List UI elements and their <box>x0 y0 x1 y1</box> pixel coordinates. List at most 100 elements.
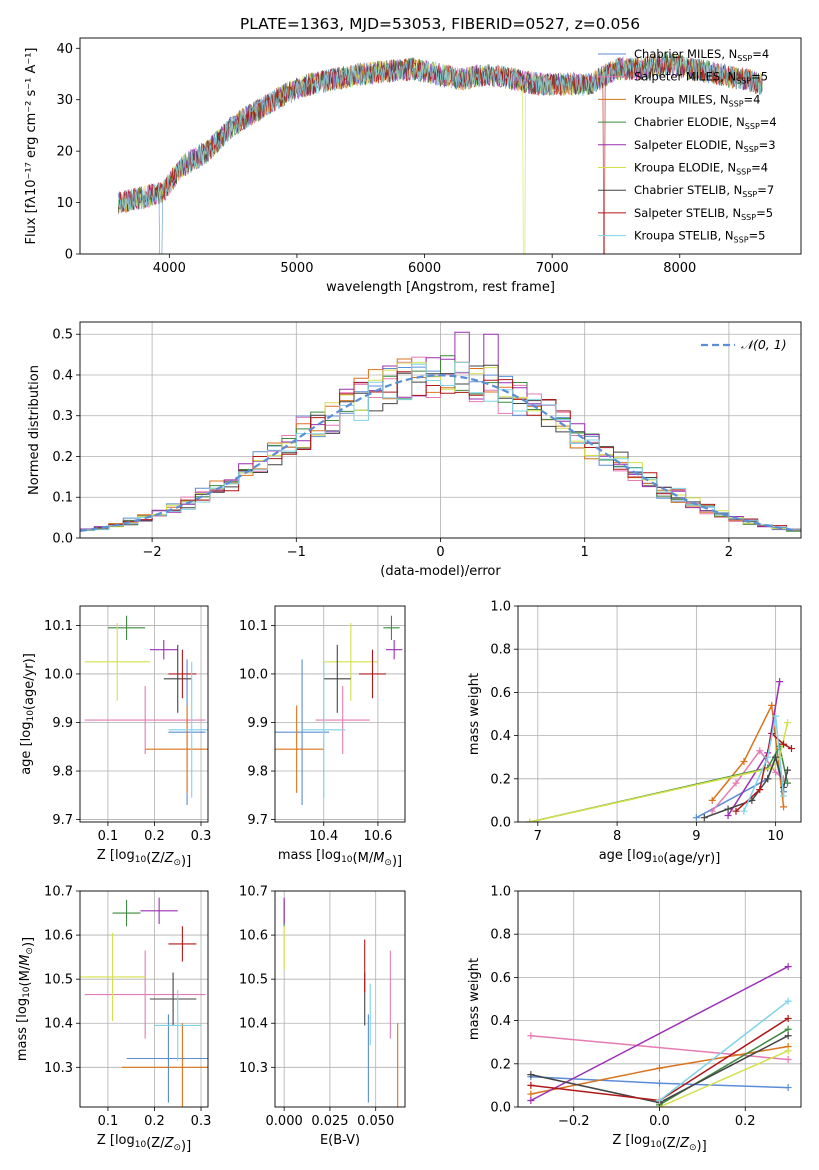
errorbar-salpeter-miles <box>84 686 206 755</box>
x-tick-label: 10.6 <box>363 829 392 844</box>
series-kroupa-miles <box>711 702 785 807</box>
y-tick-label: 10.5 <box>44 973 73 988</box>
y-tick-label: 9.8 <box>52 765 73 780</box>
axes-frame <box>79 321 802 539</box>
panel-mass-vs-extinction: 0.000 0.025 0.050 10.3 10.4 10.5 10.6 10.7 E(B-V… <box>239 885 406 1148</box>
plot-area <box>518 606 801 822</box>
y-tick-label: 1.0 <box>490 885 511 900</box>
x-tick-label: 7 <box>534 829 542 844</box>
x-tick-label: 0.050 <box>357 1114 394 1129</box>
y-tick-label: 0.4 <box>490 729 511 744</box>
y-axis-label: mass weight <box>467 958 482 1040</box>
marker <box>784 766 792 774</box>
plot-area <box>80 891 208 1107</box>
axes-frame <box>79 37 802 255</box>
x-tick-label: 0.0 <box>649 1114 670 1129</box>
marker <box>740 807 748 815</box>
axes-frame <box>274 605 406 823</box>
marker <box>772 712 780 720</box>
x-tick-label: 0.1 <box>98 829 119 844</box>
y-tick-label: 0.4 <box>490 1014 511 1029</box>
marker <box>784 963 792 971</box>
plot-area <box>80 606 208 822</box>
legend-entry: Salpeter ELODIE, NSSP=3 <box>634 138 776 154</box>
x-tick-label: −0.2 <box>558 1114 590 1129</box>
panel-mass-weight-vs-age: 7 8 9 10 0.0 0.2 0.4 0.6 0.8 1.0 age [log10(age/yr… <box>467 600 802 866</box>
marker <box>784 1025 792 1033</box>
x-tick-label: 9 <box>692 829 700 844</box>
series-salpeter-elodie <box>530 965 789 1102</box>
series-kroupa-elodie <box>529 722 789 822</box>
series-salpeter-miles <box>530 1034 789 1061</box>
errorbar-chabrier-stelib <box>163 644 192 713</box>
errorbar-kroupa-stelib <box>302 661 346 798</box>
marker <box>784 1084 792 1092</box>
x-tick-label: 0.2 <box>144 1114 165 1129</box>
x-tick-label: −1 <box>287 545 306 560</box>
y-tick-label: 0.0 <box>52 532 73 547</box>
marker <box>764 753 772 761</box>
x-axis-label: mass [log10(M/M⊙)] <box>278 848 402 869</box>
y-tick-label: 9.9 <box>247 716 268 731</box>
marker <box>776 678 784 686</box>
y-tick-label: 0.2 <box>490 772 511 787</box>
marker <box>656 1079 663 1087</box>
marker <box>784 1047 792 1055</box>
x-axis-label: Z [log10(Z/Z⊙)] <box>97 848 191 869</box>
marker <box>656 1097 663 1105</box>
x-tick-label: 0.000 <box>266 1114 303 1129</box>
axes-frame <box>79 890 209 1108</box>
legend-entry: Salpeter MILES, NSSP=5 <box>634 70 768 86</box>
legend-entry: Kroupa STELIB, NSSP=5 <box>634 229 765 245</box>
y-tick-label: 0.6 <box>490 686 511 701</box>
marker <box>780 740 788 748</box>
errorbar-salpeter-stelib <box>358 649 387 699</box>
x-tick-label: 10 <box>767 829 784 844</box>
panels: 4000 5000 6000 7000 8000010203040wavelength … <box>15 37 802 1154</box>
x-tick-label: 8 <box>613 829 621 844</box>
marker <box>527 1090 535 1098</box>
marker <box>527 1097 535 1105</box>
errorbar-kroupa-elodie <box>84 622 150 701</box>
y-tick-label: 30 <box>56 93 73 108</box>
errorbar-chabrier-elodie <box>112 899 141 927</box>
marker <box>656 1064 663 1072</box>
y-tick-label: 10.1 <box>239 619 268 634</box>
panel-age-vs-metallicity: 0.1 0.2 0.3 9.7 9.8 9.9 10.0 10.1 Z [log10(Z/Z⊙)… <box>19 605 211 869</box>
marker <box>708 807 716 815</box>
y-tick-label: 10.5 <box>239 973 268 988</box>
y-tick-label: 9.7 <box>247 813 268 828</box>
x-tick-label: −2 <box>143 545 162 560</box>
legend-entry: Kroupa MILES, NSSP=4 <box>634 92 760 108</box>
axes-frame <box>274 890 406 1108</box>
errorbar-kroupa-miles <box>145 705 208 793</box>
gaussian-curve <box>80 374 799 532</box>
errorbar-kroupa-elodie <box>80 932 146 1022</box>
marker <box>784 997 792 1005</box>
y-tick-label: 10.0 <box>239 667 268 682</box>
x-axis-label: E(B-V) <box>320 1133 360 1148</box>
y-tick-label: 10.4 <box>239 1017 268 1032</box>
y-tick-label: 10.4 <box>44 1017 73 1032</box>
spectrum-kroupa-stelib <box>117 53 763 212</box>
marker <box>772 753 780 761</box>
axes-frame <box>517 890 802 1108</box>
marker <box>527 1071 535 1079</box>
y-tick-label: 20 <box>56 145 73 160</box>
y-tick-label: 0.4 <box>52 368 73 383</box>
x-tick-label: 1 <box>581 545 589 560</box>
marker <box>756 747 764 755</box>
series-kroupa-elodie <box>659 1050 789 1107</box>
y-tick-label: 0.5 <box>52 328 73 343</box>
x-tick-label: 0.025 <box>311 1114 348 1129</box>
y-tick-label: 9.9 <box>52 716 73 731</box>
y-tick-label: 10.7 <box>239 885 268 900</box>
histogram-kroupa-stelib <box>80 361 801 531</box>
x-tick-label: 5000 <box>280 261 313 276</box>
errorbar-salpeter-miles <box>84 950 206 1039</box>
errorbar-kroupa-miles <box>275 705 324 793</box>
x-tick-label: 0.2 <box>144 829 165 844</box>
errorbar-kroupa-stelib <box>154 990 202 1061</box>
x-tick-label: 4000 <box>153 261 186 276</box>
marker <box>784 1014 792 1022</box>
